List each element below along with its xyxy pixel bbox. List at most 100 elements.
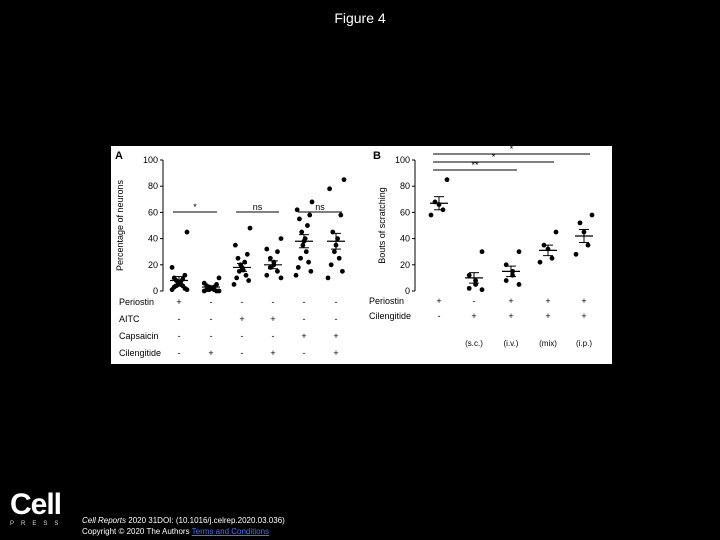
panel-a-treatment-sign: +	[270, 314, 275, 324]
slide-title: Figure 4	[334, 10, 386, 26]
panel-b-route-label: (i.v.)	[504, 339, 519, 348]
panel-a-data-point	[309, 199, 315, 205]
panel-b-data-point	[585, 242, 591, 248]
panel-b-data-point	[466, 272, 472, 278]
panel-a-data-point	[278, 236, 284, 241]
panel-a-data-point	[246, 278, 252, 283]
panel-a-treatment-sign: +	[239, 314, 244, 324]
panel-a-treatment-sign: -	[241, 331, 244, 341]
panel-a-data-point	[232, 242, 238, 248]
panel-b-y-tick-label: 100	[395, 155, 410, 165]
panel-b-treatment-sign: +	[471, 311, 476, 321]
panel-a-treatment-label: Capsaicin	[119, 331, 159, 341]
panel-a-data-point	[298, 255, 303, 261]
panel-a-data-point	[216, 275, 222, 281]
panel-a-treatment-sign: +	[333, 348, 338, 358]
panel-a-data-point	[243, 272, 249, 278]
panel-a-data-point	[332, 249, 337, 255]
panel-a-treatment-sign: -	[178, 331, 181, 341]
panel-a-data-point	[294, 207, 300, 213]
panel-a-treatment-sign: -	[178, 348, 181, 358]
panel-a-y-axis-label: Percentage of neurons	[115, 179, 125, 271]
panel-a-data-point	[300, 242, 306, 248]
panel-b-letter: B	[373, 150, 381, 162]
panel-a-data-point	[235, 255, 241, 261]
panel-a-treatment-sign: -	[210, 314, 213, 324]
citation-doi: 2020 31DOI: (10.1016/j.celrep.2020.03.03…	[128, 516, 285, 525]
panel-b-data-point	[573, 251, 579, 257]
figure-4-chart: A 0 20 40 60 80 100 Percentage of neurons Perios…	[115, 146, 595, 358]
panel-b-y-tick-label: 20	[400, 260, 410, 270]
panel-a-significance-label: *	[193, 202, 197, 212]
panel-b-y-tick-label: 60	[400, 207, 410, 217]
panel-a-y-tick-label: 100	[143, 155, 158, 165]
panel-a-data-point	[169, 265, 175, 270]
panel-a-data-point	[201, 288, 207, 294]
panel-a-data-point	[305, 223, 310, 228]
panel-b-route-label: (s.c.)	[465, 339, 483, 348]
panel-b-route-label: (i.p.)	[576, 339, 592, 348]
panel-a-treatment-label: Cilengitide	[119, 348, 161, 358]
panel-b-data-point	[516, 282, 522, 287]
panel-a-treatment-sign: -	[335, 297, 338, 307]
panel-a-treatment-sign: -	[303, 314, 306, 324]
citation-line: Cell Reports 2020 31DOI: (10.1016/j.celr…	[82, 515, 285, 526]
journal-name: Cell Reports	[82, 516, 127, 525]
panel-a-data-point	[308, 268, 314, 274]
panel-a-y-tick-label: 0	[153, 286, 158, 296]
panel-a-data-point	[307, 212, 313, 218]
panel-b-route-label: (mix)	[539, 339, 557, 348]
panel-a-treatment-sign: -	[241, 348, 244, 358]
panel-a-treatment-sign: +	[208, 348, 213, 358]
panel-b-treatment-sign: +	[545, 311, 550, 321]
logo-word: Cell	[10, 488, 62, 521]
panel-a-data-point	[328, 262, 334, 268]
panel-b-data-point	[553, 229, 559, 235]
panel-a-treatment-sign: +	[270, 348, 275, 358]
panel-a-data-point	[184, 229, 190, 235]
panel-a-y-tick-label: 60	[148, 207, 158, 217]
panel-a-treatment-sign: -	[241, 297, 244, 307]
panel-a-data-point	[297, 216, 302, 222]
panel-a-data-point	[184, 287, 190, 293]
panel-a-treatment-label: Periostin	[119, 297, 154, 307]
panel-b-data-point	[479, 249, 485, 255]
panel-a-treatment-sign: -	[210, 331, 213, 341]
panel-b-treatment-sign: -	[438, 311, 441, 321]
panel-a-treatment-sign: -	[210, 297, 213, 307]
terms-link[interactable]: Terms and Conditions	[191, 527, 270, 536]
panel-b-treatment-label: Cilengitide	[369, 311, 411, 321]
panel-a-data-point	[303, 249, 309, 255]
panel-a-data-point	[295, 265, 301, 270]
panel-b-y-tick-label: 0	[405, 286, 410, 296]
panel-a-treatment-sign: -	[303, 348, 306, 358]
panel-a-data-point	[336, 255, 342, 261]
panel-b-y-tick-label: 40	[400, 234, 410, 244]
panel-a-data-point	[340, 268, 345, 274]
panel-a-data-point	[338, 212, 344, 218]
panel-a-treatment-sign: +	[176, 297, 181, 307]
panel-a-treatment-sign: +	[333, 331, 338, 341]
panel-a-y-tick-label: 20	[148, 260, 158, 270]
panel-a-data-point	[278, 275, 284, 281]
panel-a-data-point	[169, 287, 175, 293]
panel-a-letter: A	[115, 150, 123, 162]
panel-b-data-point	[537, 259, 543, 265]
panel-a-data-point	[299, 229, 305, 235]
panel-a-treatment-label: AITC	[119, 314, 140, 324]
panel-a-data-point	[264, 246, 270, 252]
panel-a-data-point	[231, 282, 237, 287]
panel-b-treatment-sign: +	[436, 296, 441, 306]
panel-b-treatment-sign: +	[508, 311, 513, 321]
panel-a-data-point	[234, 275, 240, 281]
panel-b-y-tick-label: 80	[400, 181, 410, 191]
cell-press-logo: Cell PRESS	[10, 488, 66, 528]
panel-a-data-point	[275, 249, 280, 255]
panel-b-data-point	[549, 255, 555, 261]
logo-press: PRESS	[10, 521, 66, 527]
panel-b-data-point	[466, 285, 472, 291]
panel-a-significance-label: ns	[253, 202, 263, 212]
panel-b-significance-label: *	[510, 146, 514, 154]
panel-b-data-point	[479, 287, 485, 293]
panel-a-data-point	[306, 259, 311, 265]
